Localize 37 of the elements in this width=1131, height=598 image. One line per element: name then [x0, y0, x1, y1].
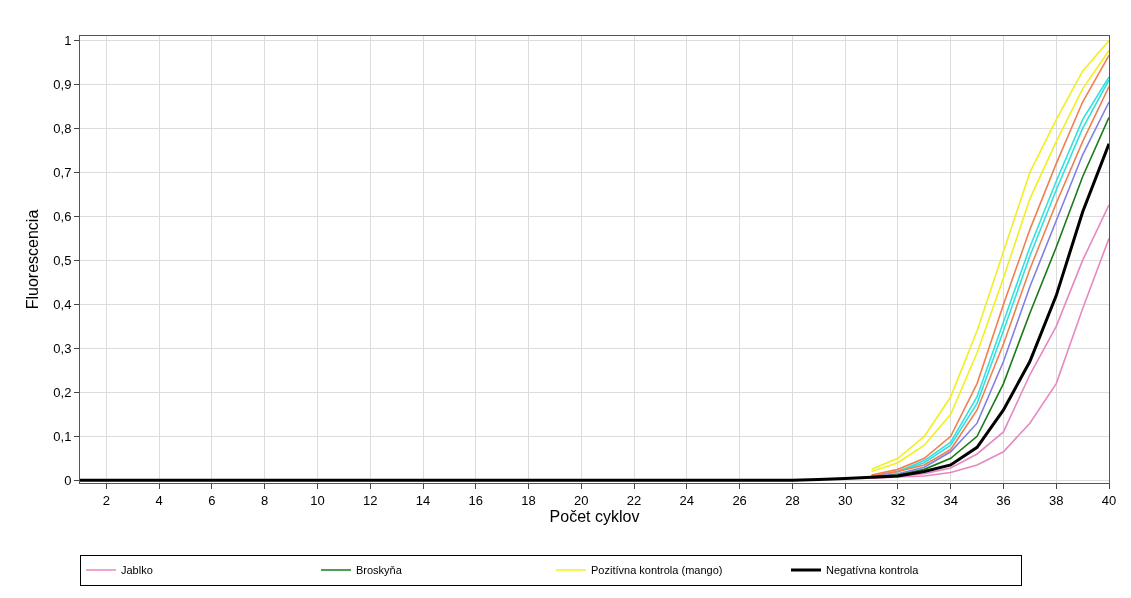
legend-label: Negatívna kontrola	[826, 564, 920, 577]
x-tick-label: 26	[732, 492, 747, 508]
legend-label: Broskyňa	[356, 564, 403, 577]
x-tick-label: 34	[943, 492, 958, 508]
x-tick-label: 24	[679, 492, 695, 508]
x-tick-label: 36	[996, 492, 1011, 508]
legend-label: Jablko	[121, 564, 153, 577]
x-tick-label: 30	[837, 492, 853, 508]
y-tick-label: 0,7	[53, 164, 72, 180]
x-tick-label: 8	[261, 492, 269, 508]
y-tick-label: 0	[64, 472, 72, 488]
x-tick-label: 18	[521, 492, 536, 508]
y-tick-label: 0,3	[53, 340, 72, 356]
x-tick-label: 4	[155, 492, 163, 508]
y-tick-label: 0,1	[53, 428, 72, 444]
x-axis-title: Počet cyklov	[549, 508, 640, 526]
x-tick-label: 38	[1049, 492, 1064, 508]
x-tick-label: 16	[468, 492, 483, 508]
y-axis-title: Fluorescencia	[24, 209, 41, 310]
x-tick-label: 6	[208, 492, 216, 508]
x-tick-label: 12	[363, 492, 378, 508]
x-tick-label: 10	[310, 492, 325, 508]
x-tick-label: 28	[785, 492, 800, 508]
y-tick-label: 0,2	[53, 384, 72, 400]
x-tick-label: 2	[102, 492, 110, 508]
legend-label: Pozitívna kontrola (mango)	[591, 564, 723, 577]
y-tick-label: 0,9	[53, 76, 72, 92]
y-tick-label: 0,6	[53, 208, 72, 224]
x-tick-label: 14	[415, 492, 431, 508]
y-tick-label: 0,5	[53, 252, 72, 268]
x-tick-label: 20	[574, 492, 589, 508]
y-tick-label: 0,8	[53, 120, 72, 136]
x-tick-label: 22	[626, 492, 642, 508]
x-tick-label: 40	[1101, 492, 1117, 508]
x-tick-label: 32	[890, 492, 906, 508]
y-tick-label: 1	[64, 32, 72, 48]
y-tick-label: 0,4	[53, 296, 72, 312]
